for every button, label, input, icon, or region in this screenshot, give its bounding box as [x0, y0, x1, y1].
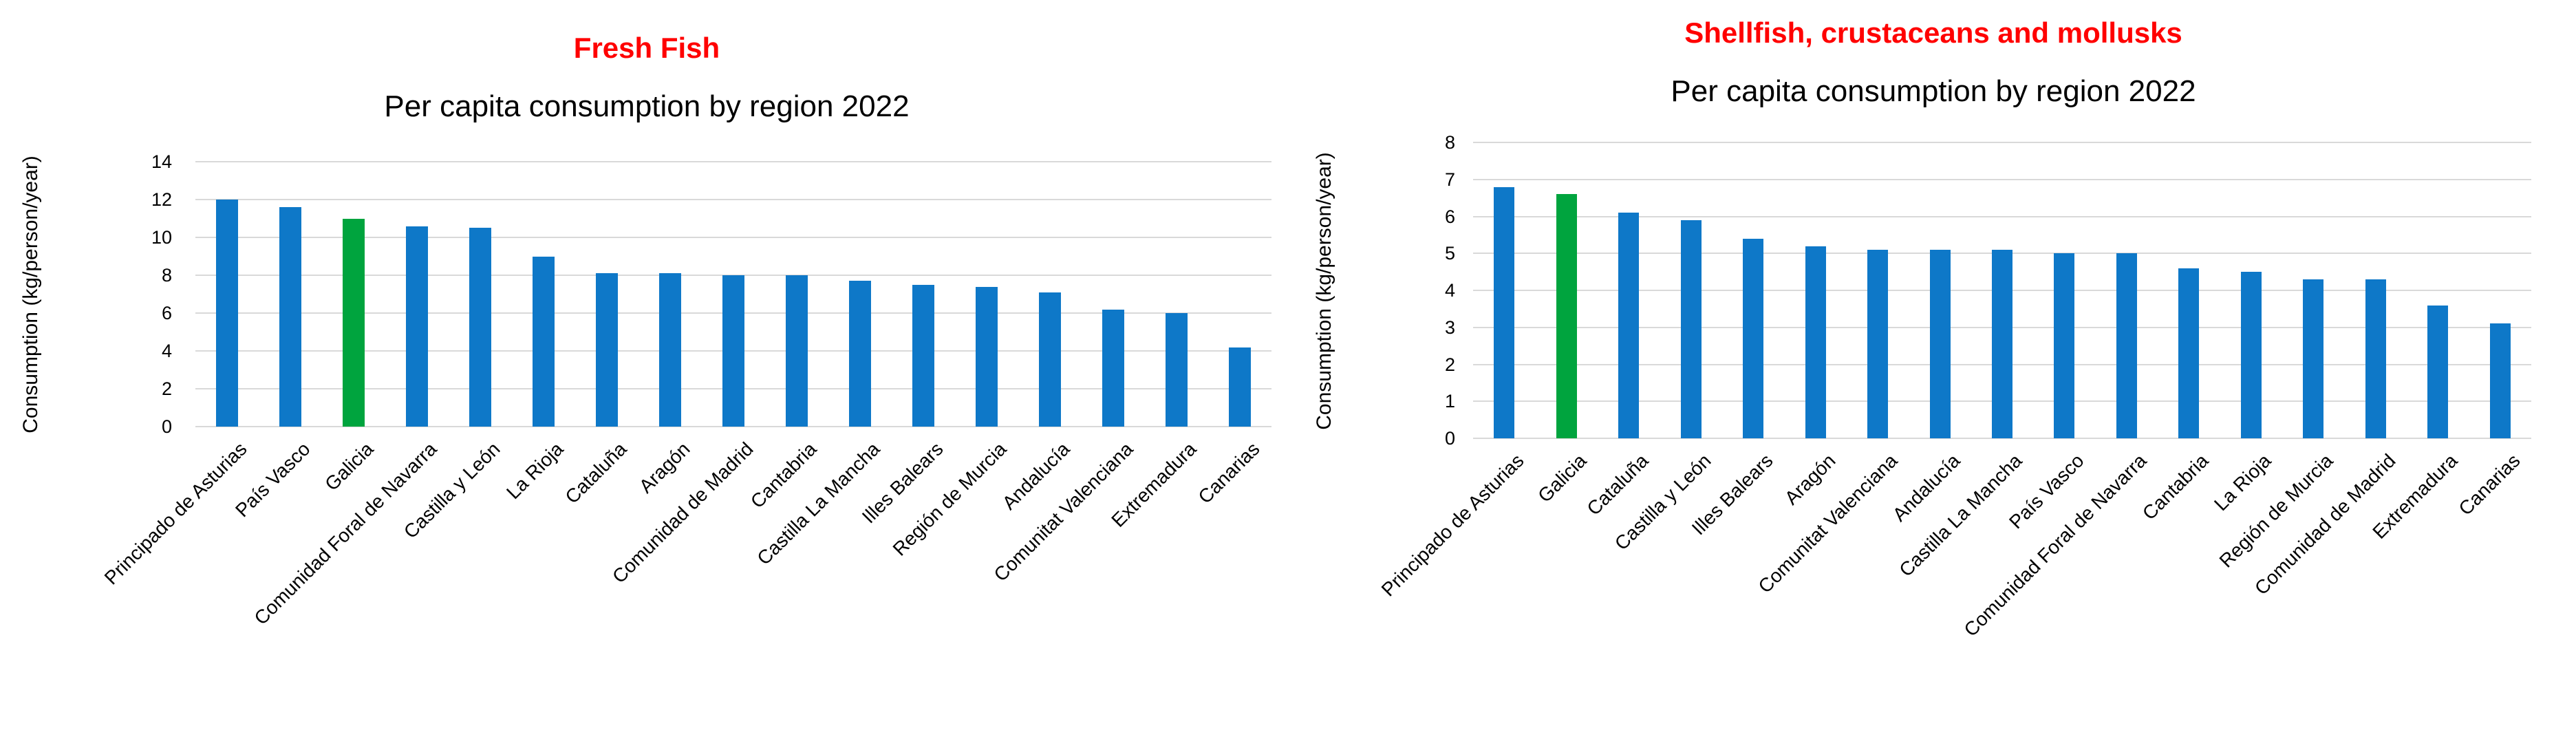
- bar-comunidad-de-madrid: [722, 275, 744, 427]
- y-tick-label-14: 14: [151, 151, 172, 172]
- bar-illes-balears: [1743, 238, 1764, 438]
- bar-catalu-a: [596, 273, 618, 427]
- bar-principado-de-asturias: [216, 200, 238, 427]
- bar-comunitat-valenciana: [1867, 249, 1889, 438]
- y-tick-label-4: 4: [161, 341, 172, 361]
- gridline-y14: [195, 161, 1271, 162]
- bar-extremadura: [1166, 313, 1188, 427]
- bar-galicia: [343, 218, 365, 427]
- y-tick-label-3: 3: [1444, 317, 1455, 338]
- shellfish-title: Shellfish, crustaceans and mollusks: [1684, 17, 2182, 49]
- bar-castilla-la-mancha: [849, 281, 871, 427]
- shellfish-subtitle: Per capita consumption by region 2022: [1671, 74, 2196, 108]
- bar-regi-n-de-murcia: [2303, 279, 2324, 438]
- bar-illes-balears: [912, 284, 934, 427]
- bar-castilla-la-mancha: [1992, 249, 2012, 438]
- bar-canarias: [2489, 323, 2511, 438]
- shellfish-chart: Shellfish, crustaceans and mollusks Per …: [1288, 0, 2576, 739]
- bar-principado-de-asturias: [1494, 186, 1515, 438]
- gridline-y10: [195, 237, 1271, 238]
- y-tick-label-5: 5: [1444, 243, 1455, 264]
- bar-comunidad-foral-de-navarra: [2116, 253, 2137, 438]
- fresh-fish-chart: Fresh Fish Per capita consumption by reg…: [19, 32, 1271, 629]
- y-tick-label-12: 12: [151, 189, 172, 210]
- y-tick-label-6: 6: [161, 303, 172, 323]
- gridline-y7: [1473, 178, 2531, 180]
- gridline-y8: [1473, 142, 2531, 143]
- y-tick-label-4: 4: [1444, 280, 1455, 301]
- y-tick-label-1: 1: [1444, 391, 1455, 412]
- y-tick-label-0: 0: [161, 416, 172, 437]
- gridline-y6: [1473, 215, 2531, 217]
- bar-la-rioja: [2240, 272, 2262, 438]
- bar-extremadura: [2427, 305, 2449, 438]
- bar-canarias: [1229, 347, 1251, 427]
- y-tick-label-2: 2: [1444, 354, 1455, 375]
- y-tick-label-7: 7: [1444, 169, 1455, 190]
- bar-arag-n: [1805, 246, 1826, 438]
- bar-castilla-y-le-n: [469, 228, 491, 427]
- y-tick-label-0: 0: [1444, 428, 1455, 449]
- y-tick-label-8: 8: [1444, 132, 1455, 153]
- bar-pa-s-vasco: [279, 207, 301, 427]
- bar-comunidad-de-madrid: [2365, 279, 2386, 438]
- fresh-fish-title: Fresh Fish: [573, 32, 720, 64]
- bar-comunidad-foral-de-navarra: [406, 226, 428, 427]
- gridline-y0: [195, 426, 1271, 427]
- bar-andaluc-a: [1929, 249, 1951, 438]
- bar-regi-n-de-murcia: [976, 286, 998, 427]
- shellfish-plot-area: Principado de Asturias Galicia Cataluña Cas…: [1377, 142, 2531, 641]
- bar-pa-s-vasco: [2054, 253, 2075, 438]
- fresh-fish-subtitle: Per capita consumption by region 2022: [384, 89, 910, 123]
- bar-cantabria: [786, 275, 808, 427]
- fresh-fish-y-axis-title: Consumption (kg/person/year): [19, 156, 42, 433]
- gridline-y0: [1473, 438, 2531, 439]
- y-tick-label-2: 2: [161, 378, 172, 399]
- bar-arag-n: [659, 273, 681, 427]
- bar-castilla-y-le-n: [1680, 219, 1702, 438]
- bar-comunitat-valenciana: [1102, 309, 1124, 427]
- fresh-fish-plot-area: Principado de Asturias País Vasco Galicia C…: [100, 161, 1271, 629]
- bar-andaluc-a: [1039, 292, 1061, 427]
- bar-galicia: [1556, 194, 1577, 438]
- shellfish-y-axis-title: Consumption (kg/person/year): [1313, 152, 1335, 430]
- bar-catalu-a: [1618, 213, 1640, 438]
- y-tick-label-8: 8: [161, 265, 172, 286]
- bar-la-rioja: [533, 256, 555, 427]
- bar-cantabria: [2178, 268, 2200, 438]
- y-tick-label-10: 10: [151, 227, 172, 248]
- gridline-y12: [195, 199, 1271, 200]
- y-tick-label-6: 6: [1444, 206, 1455, 227]
